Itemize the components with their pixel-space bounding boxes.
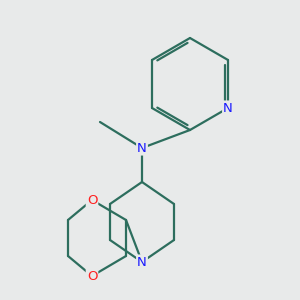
Text: O: O [87,194,97,206]
Text: N: N [137,256,147,268]
Text: O: O [87,269,97,283]
Text: N: N [223,101,233,115]
Text: N: N [137,142,147,154]
